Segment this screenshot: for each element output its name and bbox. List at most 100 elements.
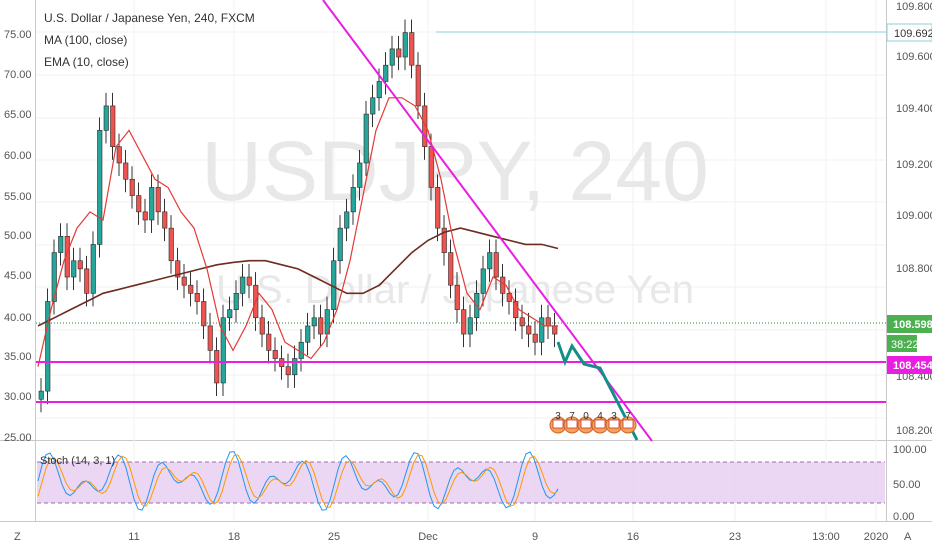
chart-title[interactable]: U.S. Dollar / Japanese Yen, 240, FXCM [44, 11, 255, 25]
candle [110, 105, 116, 147]
candle [175, 260, 181, 278]
price-tick-label: 108.800 [896, 263, 932, 275]
auto-scale-button[interactable]: A [904, 531, 912, 543]
candle [266, 333, 272, 351]
stoch-tick-label: 50.00 [893, 479, 921, 491]
time-tick-label: 9 [532, 531, 538, 543]
candle [38, 390, 44, 400]
candle [188, 284, 194, 294]
candle [500, 276, 506, 294]
candle [227, 309, 233, 319]
candle [220, 317, 226, 384]
candle [90, 244, 96, 294]
candle [376, 81, 382, 99]
zoom-button[interactable]: Z [14, 531, 21, 543]
price-tick-label: 109.000 [896, 210, 932, 222]
candle [513, 301, 519, 319]
time-tick-label: Dec [418, 531, 438, 543]
left-tick-label: 65.00 [4, 109, 32, 121]
candle [383, 64, 389, 82]
left-tick-label: 50.00 [4, 230, 32, 242]
stoch-tick-label: 0.00 [893, 511, 914, 523]
candle [207, 325, 213, 351]
resistance-badge: 109.692 [886, 23, 932, 42]
left-tick-label: 75.00 [4, 29, 32, 41]
candle [370, 97, 376, 115]
event-number: 7 [569, 411, 575, 422]
candle [402, 32, 408, 58]
candles-layer [38, 19, 558, 413]
stoch-label[interactable]: Stoch (14, 3, 1) [40, 455, 115, 467]
candle [506, 293, 512, 302]
candle [363, 113, 369, 164]
candle [454, 284, 460, 310]
svg-text:109.692: 109.692 [894, 28, 932, 40]
candle [201, 301, 207, 327]
left-tick-label: 30.00 [4, 391, 32, 403]
economic-event-icon[interactable]: 3 [549, 411, 567, 434]
candle [214, 350, 220, 384]
candle [181, 276, 187, 286]
price-tick-label: 109.400 [896, 103, 932, 115]
candle [441, 227, 447, 253]
candle [129, 178, 135, 196]
stoch-axis: 100.00 50.00 0.00 [893, 444, 927, 523]
indicator-lines [37, 97, 559, 367]
left-axis[interactable]: 75.00 70.00 65.00 60.00 55.00 50.00 45.00 40.00… [4, 29, 32, 444]
svg-text:38:22: 38:22 [891, 339, 919, 351]
candle [116, 146, 122, 164]
candle [292, 358, 298, 376]
candle [51, 252, 57, 302]
candle [84, 268, 90, 294]
stoch-tick-label: 100.00 [893, 444, 927, 456]
candle [422, 105, 428, 147]
candle [467, 317, 473, 335]
economic-event-icon[interactable]: 0 [577, 411, 595, 434]
ma-100-line [37, 227, 559, 327]
candle [415, 64, 421, 107]
candle [539, 317, 545, 343]
price-tick-label: 108.200 [896, 425, 932, 437]
candle [480, 268, 486, 294]
candle [344, 211, 350, 229]
ema-10-line [37, 97, 558, 367]
candle [58, 235, 64, 253]
main-pane[interactable] [36, 0, 886, 440]
economic-event-icon[interactable]: 4 [591, 411, 609, 434]
time-tick-label: 16 [627, 531, 639, 543]
support-badge: 108.454 [887, 356, 932, 374]
time-tick-label: 13:00 [812, 531, 840, 543]
candle [71, 260, 77, 278]
gridlines [36, 0, 886, 521]
event-number: 3 [555, 411, 561, 422]
economic-event-icon[interactable]: 7 [563, 411, 581, 434]
candle [435, 187, 441, 229]
candle [103, 105, 109, 131]
projection-path[interactable] [556, 341, 639, 441]
candle [259, 317, 265, 335]
time-axis[interactable]: 11 18 25 Dec 9 16 23 13:00 2020 [128, 531, 888, 543]
candle [136, 195, 142, 213]
time-tick-label: 25 [328, 531, 340, 543]
indicator-ema-label[interactable]: EMA (10, close) [44, 55, 129, 69]
left-tick-label: 45.00 [4, 270, 32, 282]
indicator-ma-label[interactable]: MA (100, close) [44, 33, 127, 47]
event-number: 3 [611, 411, 617, 422]
left-tick-label: 35.00 [4, 351, 32, 363]
candle [545, 317, 551, 327]
candle [162, 211, 168, 229]
candle [357, 162, 363, 188]
svg-text:108.598: 108.598 [893, 319, 932, 331]
economic-event-icon[interactable]: 7 [619, 411, 637, 434]
candle [311, 317, 317, 327]
countdown-badge: 38:22 [887, 335, 919, 352]
event-number: 4 [597, 411, 603, 422]
candle [448, 252, 454, 286]
event-number: 7 [625, 411, 631, 422]
candle [285, 366, 291, 376]
candle [396, 48, 402, 58]
left-tick-label: 40.00 [4, 312, 32, 324]
stoch-d-line [37, 454, 559, 508]
